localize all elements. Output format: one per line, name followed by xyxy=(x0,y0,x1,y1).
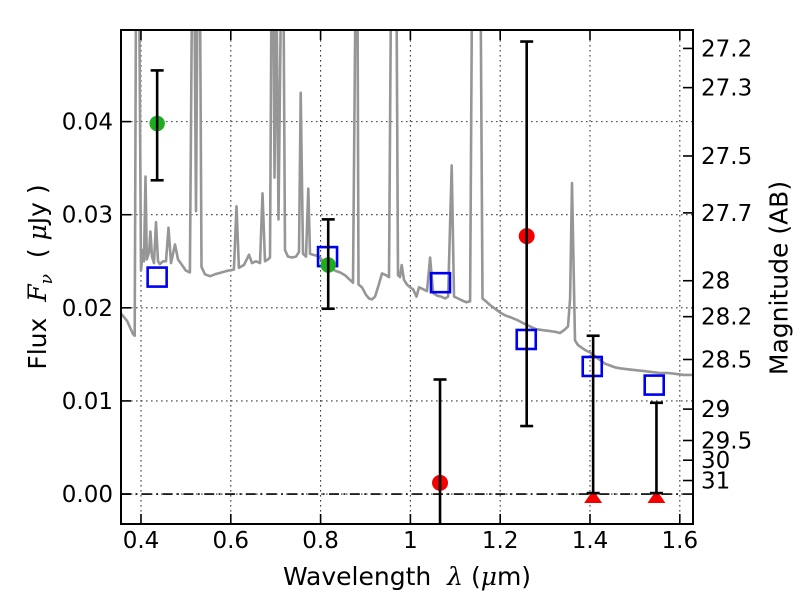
flux-symbol: F xyxy=(23,284,52,302)
x-tick-label: 0.4 xyxy=(123,528,160,554)
magnitude-tick-label: 27.7 xyxy=(701,201,752,227)
y-tick-label: 0.02 xyxy=(62,296,113,322)
upper-limit-triangle xyxy=(584,490,603,504)
y-axis-title-text: ( xyxy=(23,240,52,275)
x-tick-label: 1 xyxy=(403,528,418,554)
magnitude-tick-label: 28.5 xyxy=(701,347,752,373)
model-photometry-square xyxy=(146,266,168,288)
magnitude-axis-title-text: Magnitude (AB) xyxy=(764,180,794,376)
mu-symbol: μ xyxy=(23,224,52,241)
x-axis-title-text: ( xyxy=(463,562,481,591)
x-axis-title: Wavelength λ (μm) xyxy=(283,562,531,591)
x-tick-label: 1.6 xyxy=(662,528,699,554)
upper-limit-triangle xyxy=(647,490,666,504)
x-tick-label: 0.8 xyxy=(302,528,339,554)
magnitude-tick-label: 27.3 xyxy=(701,76,752,102)
magnitude-tick-label: 31 xyxy=(701,469,730,495)
lambda-symbol: λ xyxy=(447,562,463,591)
magnitude-tick-label: 28 xyxy=(701,269,730,295)
x-axis-title-text: Wavelength xyxy=(282,562,448,591)
mu-symbol: μ xyxy=(480,562,497,591)
x-tick-label: 1.4 xyxy=(572,528,609,554)
nu-symbol: ν xyxy=(37,274,57,285)
magnitude-tick-label: 30 xyxy=(701,448,730,474)
magnitude-tick-label: 29 xyxy=(701,397,730,423)
y-tick-label: 0.03 xyxy=(62,203,113,229)
magnitude-axis-title: Magnitude (AB) xyxy=(765,181,794,375)
y-tick-label: 0.04 xyxy=(62,110,113,136)
magnitude-tick-label: 27.5 xyxy=(701,144,752,170)
y-tick-label: 0.00 xyxy=(62,482,113,508)
x-axis-title-text: m) xyxy=(496,562,532,591)
x-tick-label: 0.6 xyxy=(212,528,249,554)
y-axis-title-text: Flux xyxy=(23,301,52,370)
y-tick-label: 0.01 xyxy=(62,389,113,415)
magnitude-tick-label: 29.5 xyxy=(701,428,752,454)
magnitude-tick-label: 28.2 xyxy=(701,305,752,331)
plot-border xyxy=(120,29,694,525)
y-axis-title: Flux Fν ( μJy ) xyxy=(23,184,57,369)
model-photometry-square xyxy=(429,271,452,294)
model-spectrum-line xyxy=(121,30,693,377)
y-axis-title-text: Jy ) xyxy=(23,184,52,225)
model-photometry-square xyxy=(643,374,666,396)
magnitude-tick-label: 27.2 xyxy=(701,36,752,62)
x-tick-label: 1.2 xyxy=(482,528,519,554)
